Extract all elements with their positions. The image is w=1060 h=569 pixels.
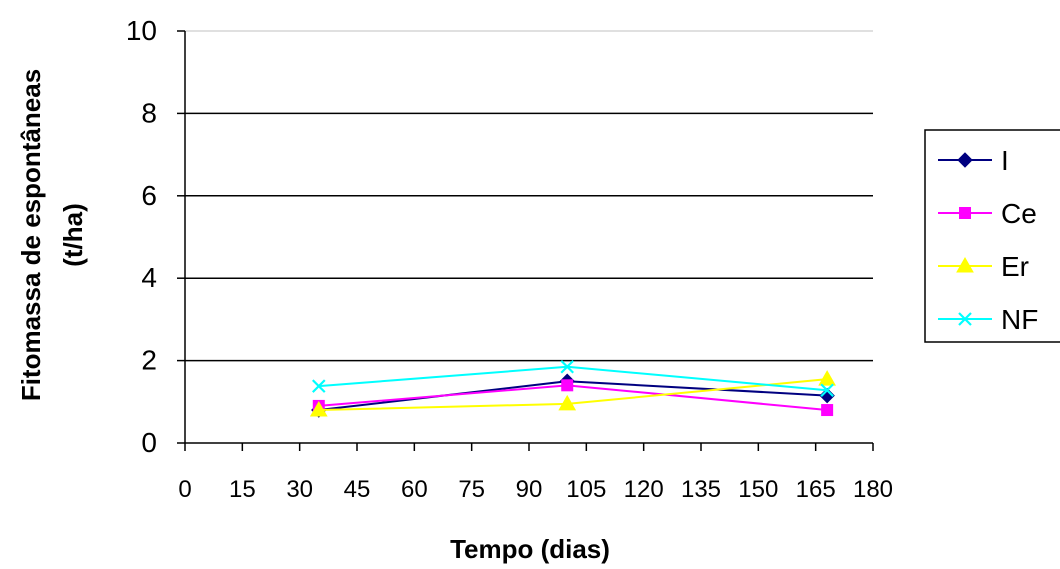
x-tick-label: 165 (796, 476, 836, 503)
x-tick-label: 15 (229, 476, 256, 503)
y-tick-label: 0 (141, 427, 157, 458)
legend-item-Er: Er (938, 251, 1029, 282)
legend-item-NF: NF (938, 304, 1038, 335)
data-point-Er-2 (818, 370, 836, 386)
legend-marker-Ce (959, 207, 971, 219)
data-point-NF-1-stroke-b (560, 360, 575, 374)
y-tick-label: 4 (141, 262, 157, 293)
data-point-Ce-1 (561, 379, 574, 392)
x-tick-label: 120 (624, 476, 664, 503)
x-tick-label: 180 (853, 476, 893, 503)
legend-marker-NF (958, 312, 972, 326)
data-point-NF-1 (560, 360, 575, 374)
x-axis-title: Tempo (dias) (450, 534, 610, 564)
data-point-NF-2-stroke-b (820, 383, 834, 398)
series-Er (309, 370, 836, 417)
x-tick-labels: 0 15 30 45 60 75 90 105 120 135 150 165 180 (178, 476, 893, 503)
series-NF (311, 360, 834, 398)
y-tick-label: 2 (141, 345, 157, 376)
data-point-NF-0-stroke-b (311, 379, 326, 393)
legend-item-Ce: Ce (938, 198, 1037, 229)
x-tick-label: 0 (178, 476, 191, 503)
y-tick-labels: 0 2 4 6 8 10 (126, 15, 157, 458)
legend-box (924, 129, 1060, 343)
data-point-Er-1 (558, 394, 577, 411)
data-point-Ce-2 (821, 404, 834, 417)
y-tick-label: 8 (141, 97, 157, 128)
legend-label-Er: Er (1001, 251, 1029, 282)
y-axis-title: Fitomassa de espontâneas (t/ha) (16, 69, 88, 401)
legend-marker-Er (956, 256, 974, 273)
x-tick-label: 45 (344, 476, 371, 503)
x-tick-label: 150 (738, 476, 778, 503)
axes (177, 30, 874, 451)
legend-label-Ce: Ce (1001, 198, 1037, 229)
gridlines (185, 30, 873, 362)
data-point-I-2 (819, 387, 835, 404)
series-group (309, 360, 836, 418)
y-axis-title-line1: Fitomassa de espontâneas (16, 69, 46, 401)
legend-label-NF: NF (1001, 304, 1038, 335)
x-tick-label: 75 (458, 476, 485, 503)
y-tick-label: 6 (141, 180, 157, 211)
legend-label-I: I (1001, 145, 1009, 176)
legend-marker-NF-stroke-b (958, 312, 972, 326)
x-tick-label: 60 (401, 476, 428, 503)
data-point-NF-2 (820, 383, 834, 398)
x-tick-label: 135 (681, 476, 721, 503)
y-tick-label: 10 (126, 15, 157, 46)
x-tick-label: 105 (566, 476, 606, 503)
data-point-Er-0 (309, 401, 328, 417)
x-tick-label: 30 (286, 476, 313, 503)
legend-item-I: I (938, 145, 1009, 176)
series-Ce (312, 379, 834, 417)
legend: I Ce Er NF (924, 129, 1060, 343)
data-point-NF-0 (311, 379, 326, 393)
y-axis-title-line2: (t/ha) (58, 203, 88, 267)
x-tick-label: 90 (516, 476, 543, 503)
legend-marker-I (957, 152, 973, 168)
